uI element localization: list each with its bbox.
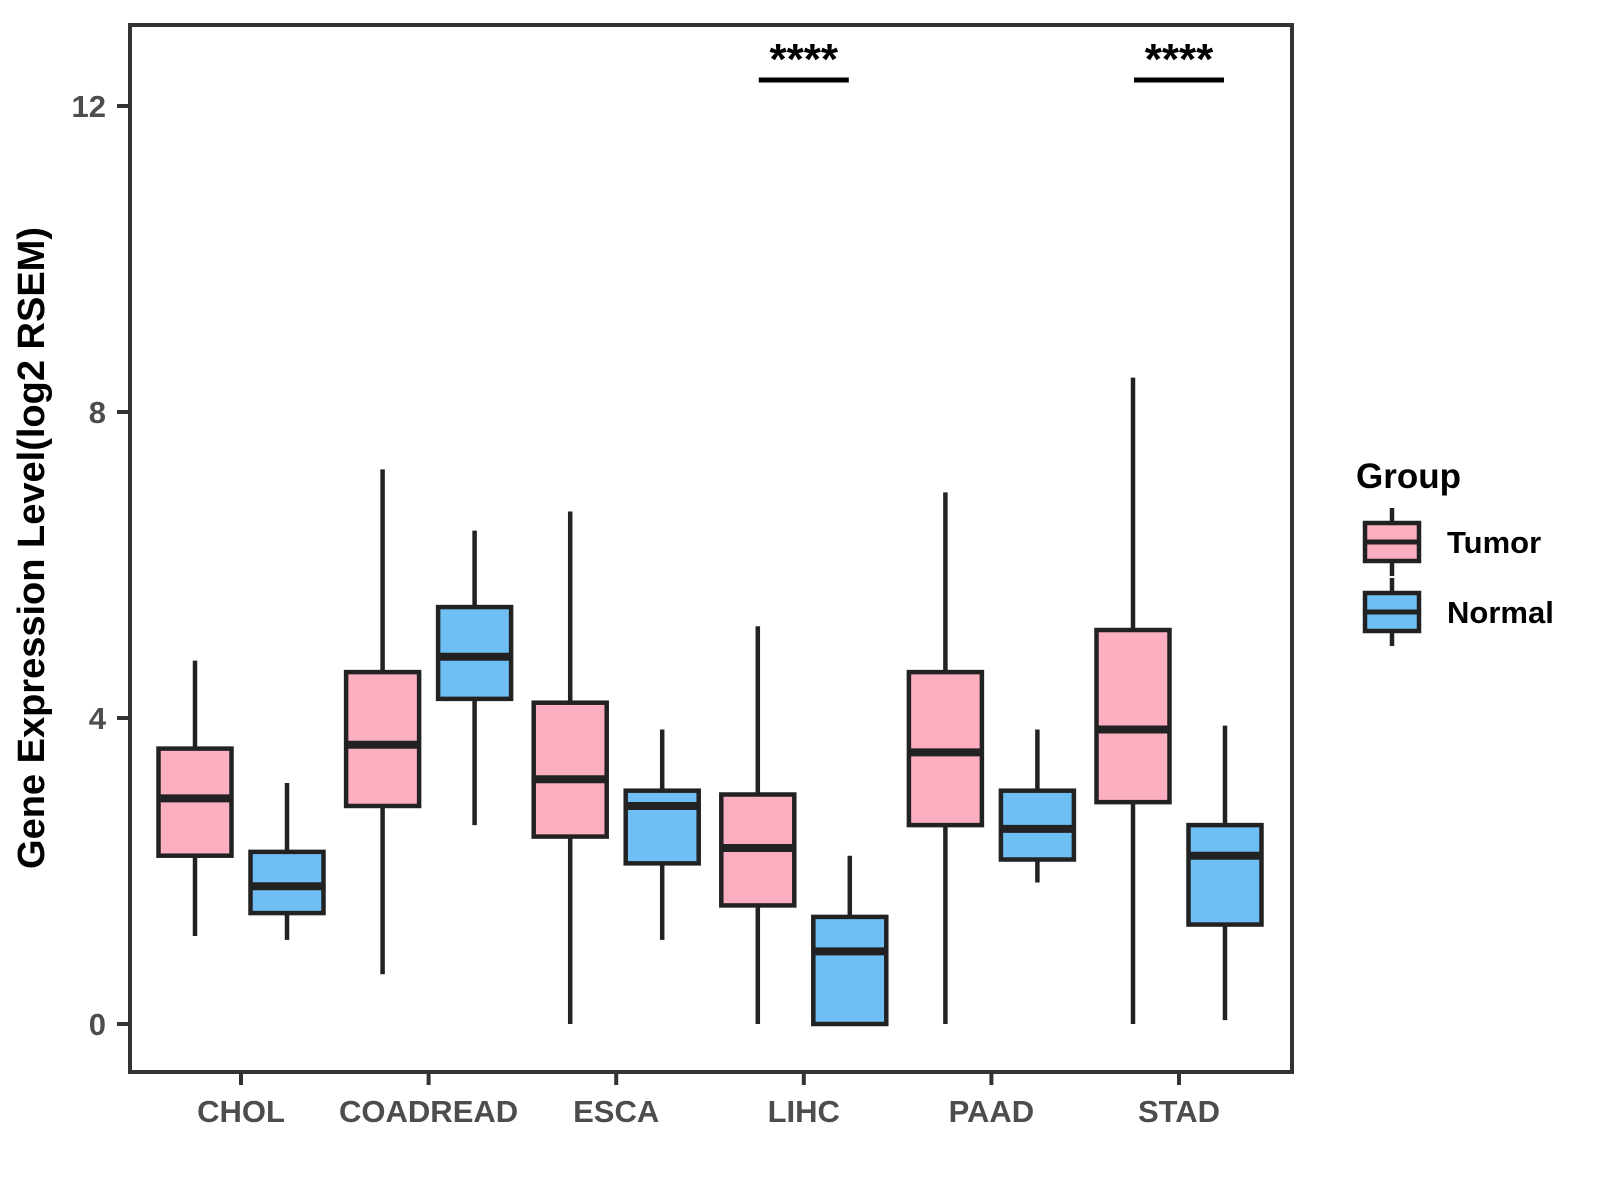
x-tick-label-coadread: COADREAD	[339, 1094, 518, 1129]
legend-title: Group	[1356, 457, 1461, 496]
y-axis-ticks-group: 0 4 8 12	[72, 89, 130, 1042]
x-tick-label-esca: ESCA	[573, 1094, 659, 1129]
box-normal-stad	[1186, 822, 1264, 927]
box-normal-lihc	[811, 914, 889, 1027]
box-tumor-coadread	[343, 669, 422, 809]
y-tick-label-8: 8	[89, 395, 106, 430]
y-tick-label-12: 12	[72, 89, 106, 124]
significance-label-lihc: ****	[770, 35, 839, 84]
legend-item-tumor: Tumor	[1362, 508, 1541, 576]
box-normal-esca	[623, 788, 701, 866]
box-tumor-esca	[531, 700, 609, 839]
boxes-group	[156, 377, 1264, 1027]
box-tumor-stad	[1094, 627, 1172, 805]
y-tick-label-4: 4	[89, 701, 107, 736]
x-axis-ticks-group: CHOL COADREAD ESCA LIHC PAAD STAD	[197, 1072, 1220, 1129]
legend: Tumor Normal	[1362, 508, 1554, 646]
x-tick-label-stad: STAD	[1138, 1094, 1220, 1129]
x-tick-label-chol: CHOL	[197, 1094, 285, 1129]
y-axis-title: Gene Expression Level(log2 RSEM)	[11, 227, 53, 869]
legend-item-normal: Normal	[1362, 578, 1554, 646]
y-tick-label-0: 0	[89, 1007, 106, 1042]
x-tick-label-paad: PAAD	[949, 1094, 1035, 1129]
significance-label-stad: ****	[1145, 35, 1214, 84]
legend-label-tumor: Tumor	[1447, 525, 1541, 560]
significance-annotations-group: **** ****	[758, 35, 1224, 84]
legend-label-normal: Normal	[1447, 595, 1554, 630]
x-tick-label-lihc: LIHC	[768, 1094, 840, 1129]
